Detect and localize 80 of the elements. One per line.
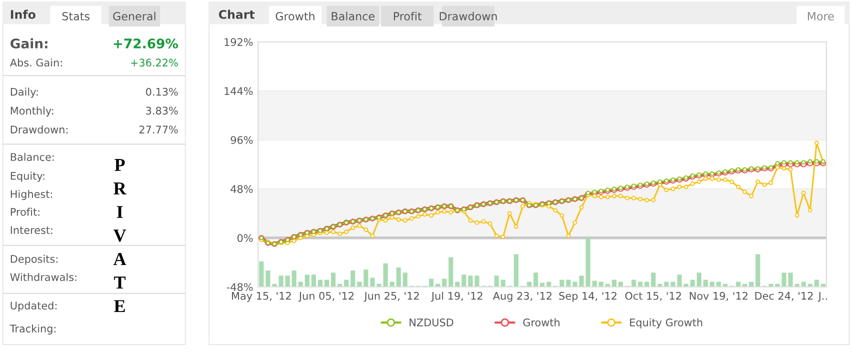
bar [631, 280, 636, 287]
text: More [808, 12, 834, 20]
x-tick-label: Sep 14, '12 [559, 292, 616, 302]
bar [330, 272, 336, 287]
bar [266, 270, 270, 287]
text: Daily: [10, 88, 38, 98]
bar [324, 280, 330, 287]
bar [514, 254, 518, 287]
x-tick-label: Oct 15, '12 [625, 292, 681, 301]
text: +36.22% [131, 58, 178, 67]
text: Updated: [10, 301, 57, 312]
bar [292, 270, 296, 287]
bar [402, 272, 408, 287]
bar [304, 274, 310, 287]
text: Growth [276, 12, 314, 20]
x-tick-label: Jul 19, '12 [430, 292, 482, 302]
legend-label: Equity Growth [630, 318, 702, 328]
text: Monthly: [10, 106, 54, 117]
text: Info [10, 10, 36, 19]
text: Profit [394, 12, 422, 20]
bar [696, 272, 702, 287]
text: 3.83% [146, 106, 178, 115]
text: Gain: [10, 38, 48, 48]
bar [396, 267, 401, 287]
bar [442, 278, 447, 287]
bar [612, 280, 616, 287]
text: +72.69% [114, 38, 178, 48]
bar [259, 261, 264, 287]
text: Abs. Gain: [10, 58, 62, 67]
bar [651, 272, 656, 287]
y-tick-label: 0% [237, 234, 253, 242]
legend-label: Growth [523, 318, 560, 326]
bar [703, 280, 708, 287]
y-tick-label: 192% [224, 38, 253, 46]
bar [311, 274, 316, 287]
bar [814, 280, 819, 287]
x-tick-label: Jun 05, '12 [298, 292, 354, 302]
text: Tracking: [10, 324, 56, 335]
text: Equity: [10, 172, 44, 182]
text: General [113, 12, 156, 20]
bar [566, 280, 571, 287]
bar [350, 270, 356, 287]
legend-label: NZDUSD [410, 318, 454, 326]
text: Withdrawals: [10, 272, 76, 282]
text: Interest: [10, 226, 52, 234]
text: Balance: [10, 152, 54, 161]
text: PRIVATE [113, 159, 126, 312]
y-tick-label: 144% [224, 87, 253, 95]
bar [468, 276, 473, 287]
text: 0.13% [146, 88, 178, 96]
x-tick-label: Jun 25, '12 [364, 292, 419, 302]
bar [428, 278, 434, 287]
x-tick-label: Aug 23, '12 [492, 292, 552, 302]
text: Balance [332, 12, 374, 20]
text: Drawdown: [10, 125, 68, 134]
bar [462, 274, 466, 287]
x-tick-label: J.. [818, 292, 827, 302]
bar [560, 280, 564, 287]
x-tick-label: May 15, '12 [232, 292, 291, 302]
text: Stats [62, 12, 90, 20]
bar [448, 257, 454, 287]
bar [494, 276, 499, 287]
text: Highest: [10, 190, 52, 200]
bar [756, 254, 760, 287]
text: Profit: [10, 208, 40, 216]
bar [318, 280, 322, 287]
y-tick-label: 48% [230, 185, 253, 193]
bar [364, 270, 368, 287]
text: Drawdown [440, 12, 497, 20]
bar [533, 272, 538, 287]
bar [285, 276, 290, 287]
y-tick-label: 96% [230, 136, 253, 144]
x-tick-label: Dec 24, '12 [755, 292, 813, 301]
text: Deposits: [10, 254, 58, 265]
y-tick-label: -48% [226, 283, 253, 291]
bar [344, 280, 349, 287]
text: 27.77% [139, 126, 178, 134]
x-tick-label: Nov 19, '12 [690, 292, 748, 301]
chart-title: Chart [218, 10, 255, 19]
bar [500, 280, 506, 287]
